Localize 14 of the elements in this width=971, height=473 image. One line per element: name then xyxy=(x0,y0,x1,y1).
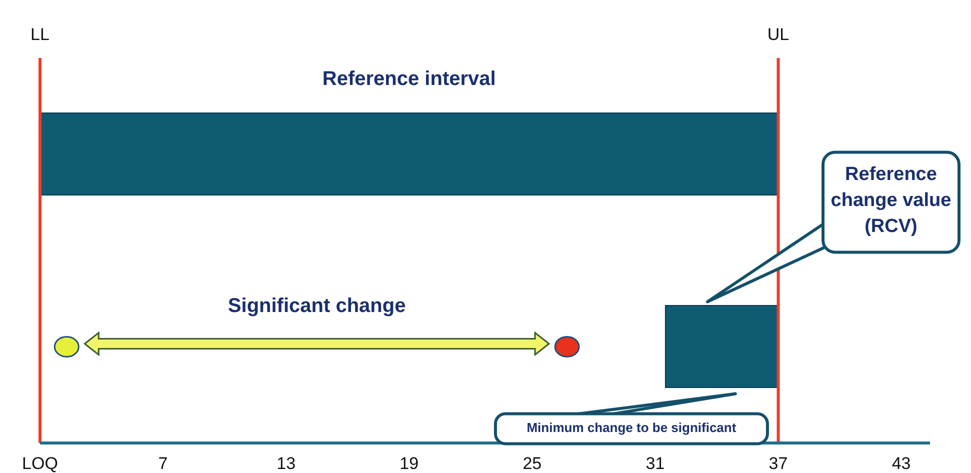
x-tick-label: 43 xyxy=(892,454,911,473)
ref-line-label: UL xyxy=(767,25,790,44)
x-tick-label: 31 xyxy=(646,454,665,473)
annotation: Reference interval xyxy=(321,68,497,92)
x-tick-label: 19 xyxy=(400,454,419,473)
x-tick-label: 13 xyxy=(276,454,296,473)
x-tick-label: 37 xyxy=(768,454,788,473)
annotation: Reference change value (RCV) xyxy=(830,163,952,240)
x-tick-label: 25 xyxy=(522,454,542,473)
annotation: Minimum change to be significant xyxy=(526,420,738,435)
annotation: Significant change xyxy=(226,294,407,318)
ref-line-label: LL xyxy=(30,25,50,44)
x-tick-label: 7 xyxy=(158,454,168,473)
x-tick-label: LOQ xyxy=(22,454,58,473)
